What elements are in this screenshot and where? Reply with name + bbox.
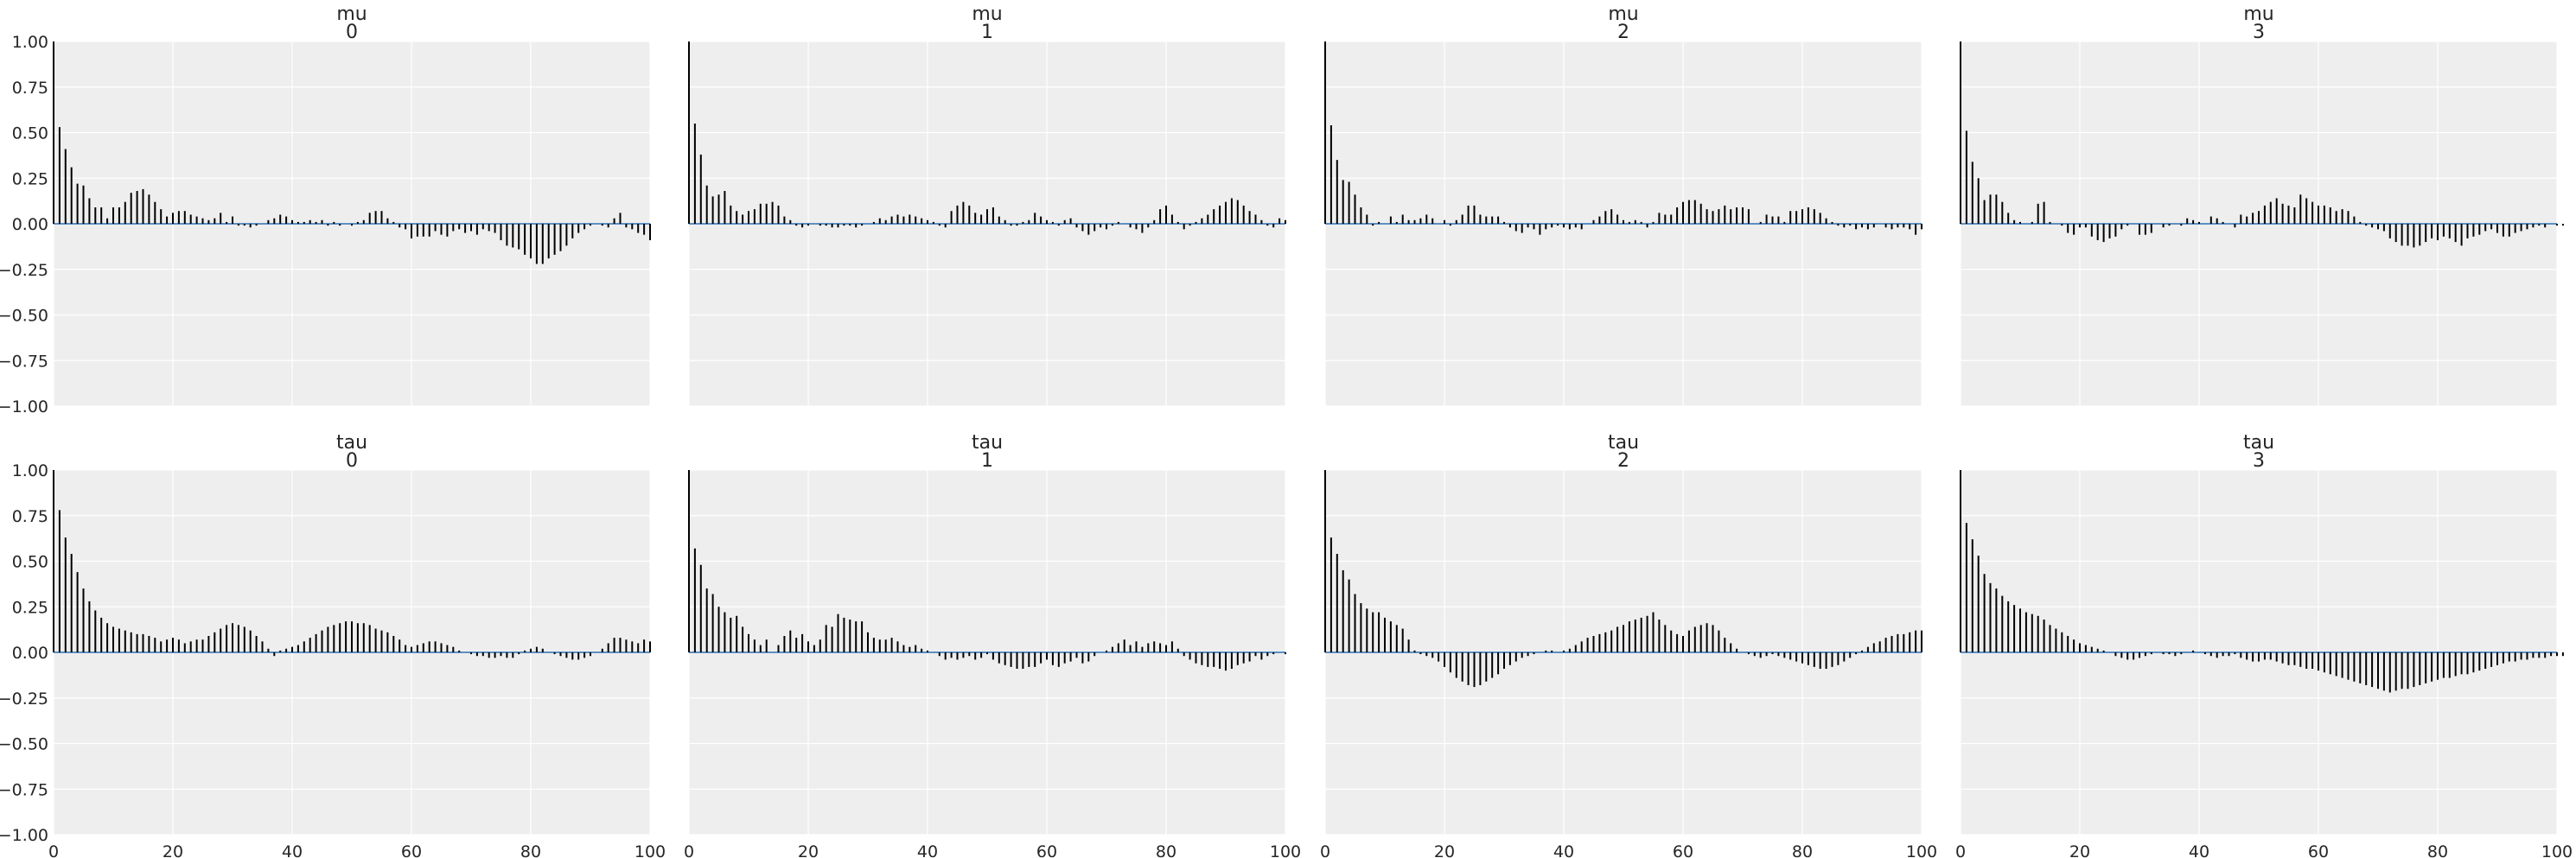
x-tick-label: 80	[1156, 842, 1176, 858]
x-tick-label: 20	[2069, 842, 2090, 858]
panel-title-var: mu	[336, 3, 367, 25]
panel-title-index: 3	[2253, 450, 2265, 472]
x-tick-label: 40	[2189, 842, 2209, 858]
y-tick-label: −0.25	[0, 690, 48, 709]
y-tick-label: −1.00	[0, 826, 48, 845]
panel-title-index: 0	[346, 450, 358, 472]
x-tick-label: 80	[2427, 842, 2448, 858]
x-tick-label: 60	[1673, 842, 1693, 858]
y-tick-label: 1.00	[12, 461, 48, 480]
acf-panel-1: mu1	[688, 3, 1286, 407]
x-tick-label: 100	[634, 842, 666, 858]
y-tick-label: −1.00	[0, 397, 48, 416]
x-tick-label: 40	[1553, 842, 1574, 858]
x-tick-label: 40	[917, 842, 938, 858]
y-tick-label: 0.00	[12, 215, 48, 234]
y-tick-label: 0.50	[12, 553, 48, 572]
x-tick-label: 0	[48, 842, 59, 858]
x-tick-label: 20	[798, 842, 819, 858]
panel-title-var: mu	[2243, 3, 2273, 25]
y-tick-label: −0.75	[0, 780, 48, 799]
acf-panel-2: mu2	[1324, 3, 1922, 407]
y-tick-label: 0.75	[12, 507, 48, 526]
x-tick-label: 20	[163, 842, 183, 858]
panel-title-index: 1	[981, 22, 993, 43]
y-tick-label: 0.50	[12, 124, 48, 143]
x-tick-label: 0	[1320, 842, 1330, 858]
y-tick-label: −0.25	[0, 261, 48, 280]
y-tick-label: 0.25	[12, 598, 48, 617]
x-tick-label: 100	[1906, 842, 1937, 858]
panel-title-var: tau	[1608, 432, 1639, 454]
x-tick-label: 20	[1434, 842, 1455, 858]
x-tick-label: 0	[684, 842, 694, 858]
x-tick-label: 60	[1036, 842, 1057, 858]
panel-title-index: 3	[2253, 22, 2265, 43]
x-tick-label: 100	[1270, 842, 1301, 858]
x-tick-label: 60	[2308, 842, 2329, 858]
y-tick-label: −0.50	[0, 307, 48, 326]
x-tick-label: 100	[2541, 842, 2573, 858]
acf-panel-0: mu0 1.00 0.75 0.50 0.25 0.00 −0.25 −0.50 −0.75 −1…	[0, 3, 651, 416]
panel-title-index: 1	[981, 450, 993, 472]
x-tick-label: 0	[1955, 842, 1966, 858]
x-tick-label: 40	[282, 842, 303, 858]
y-tick-label: 1.00	[12, 33, 48, 52]
x-tick-label: 60	[401, 842, 422, 858]
panel-title-index: 2	[1617, 22, 1629, 43]
acf-panel-3: mu3	[1960, 3, 2564, 407]
panel-title-var: tau	[2243, 432, 2274, 454]
panel-title-var: mu	[1608, 3, 1638, 25]
panel-title-index: 0	[346, 22, 358, 43]
y-tick-label: 0.00	[12, 644, 48, 663]
panel-title-var: tau	[972, 432, 1003, 454]
acf-panel-4: tau01.000.750.500.250.00−0.25−0.50−0.75−…	[0, 432, 666, 858]
y-tick-label: −0.50	[0, 735, 48, 754]
panel-title-var: mu	[972, 3, 1002, 25]
panel-title-var: tau	[336, 432, 367, 454]
x-tick-label: 80	[1792, 842, 1813, 858]
y-tick-label: −0.75	[0, 352, 48, 371]
x-tick-label: 80	[520, 842, 541, 858]
panel-title-index: 2	[1617, 450, 1629, 472]
y-tick-label: 0.25	[12, 169, 48, 188]
y-tick-label: 0.75	[12, 79, 48, 98]
